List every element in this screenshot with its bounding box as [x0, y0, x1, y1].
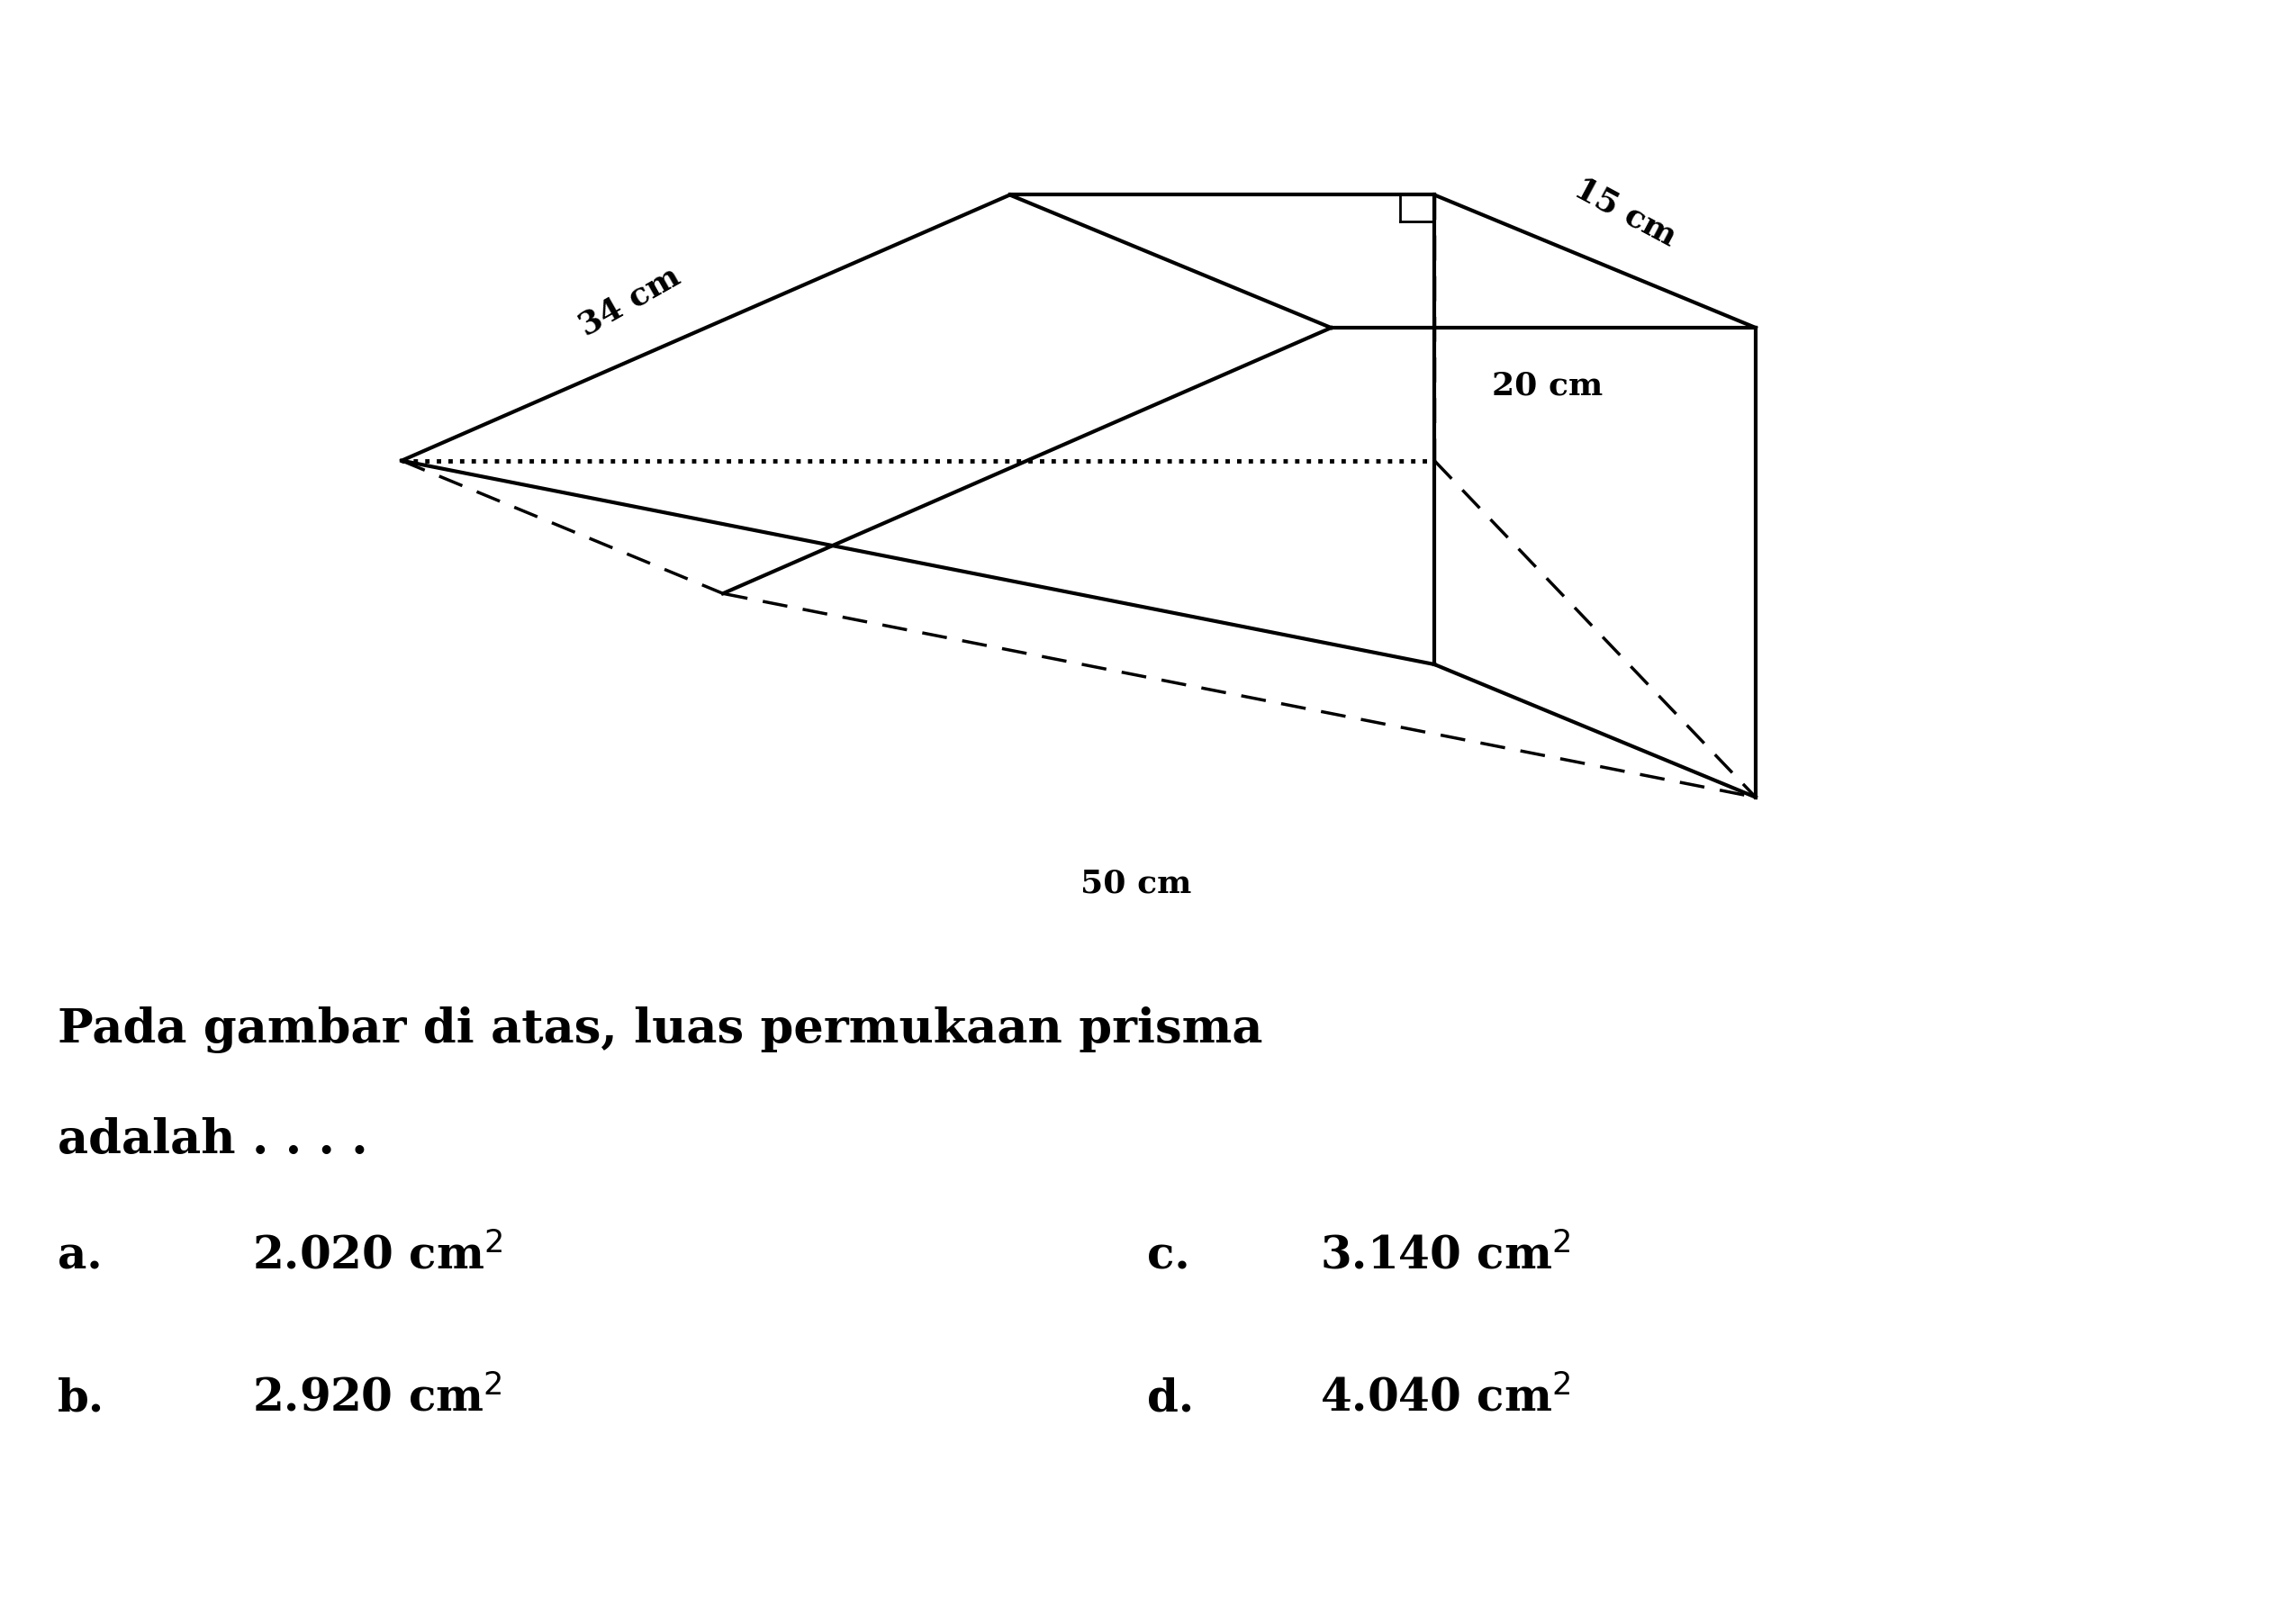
Text: adalah . . . .: adalah . . . . — [57, 1117, 367, 1163]
Text: Pada gambar di atas, luas permukaan prisma: Pada gambar di atas, luas permukaan pris… — [57, 1007, 1262, 1054]
Text: 3.140 cm$^2$: 3.140 cm$^2$ — [1320, 1234, 1570, 1278]
Text: 50 cm: 50 cm — [1081, 869, 1191, 898]
Text: 34 cm: 34 cm — [574, 260, 686, 341]
Text: 4.040 cm$^2$: 4.040 cm$^2$ — [1320, 1377, 1570, 1421]
Text: b.: b. — [57, 1377, 103, 1421]
Text: d.: d. — [1148, 1377, 1193, 1421]
Text: 2.020 cm$^2$: 2.020 cm$^2$ — [252, 1234, 503, 1278]
Text: c.: c. — [1148, 1234, 1191, 1278]
Text: 20 cm: 20 cm — [1492, 370, 1602, 401]
Text: 15 cm: 15 cm — [1570, 172, 1682, 252]
Text: a.: a. — [57, 1234, 101, 1278]
Text: 2.920 cm$^2$: 2.920 cm$^2$ — [252, 1377, 503, 1421]
